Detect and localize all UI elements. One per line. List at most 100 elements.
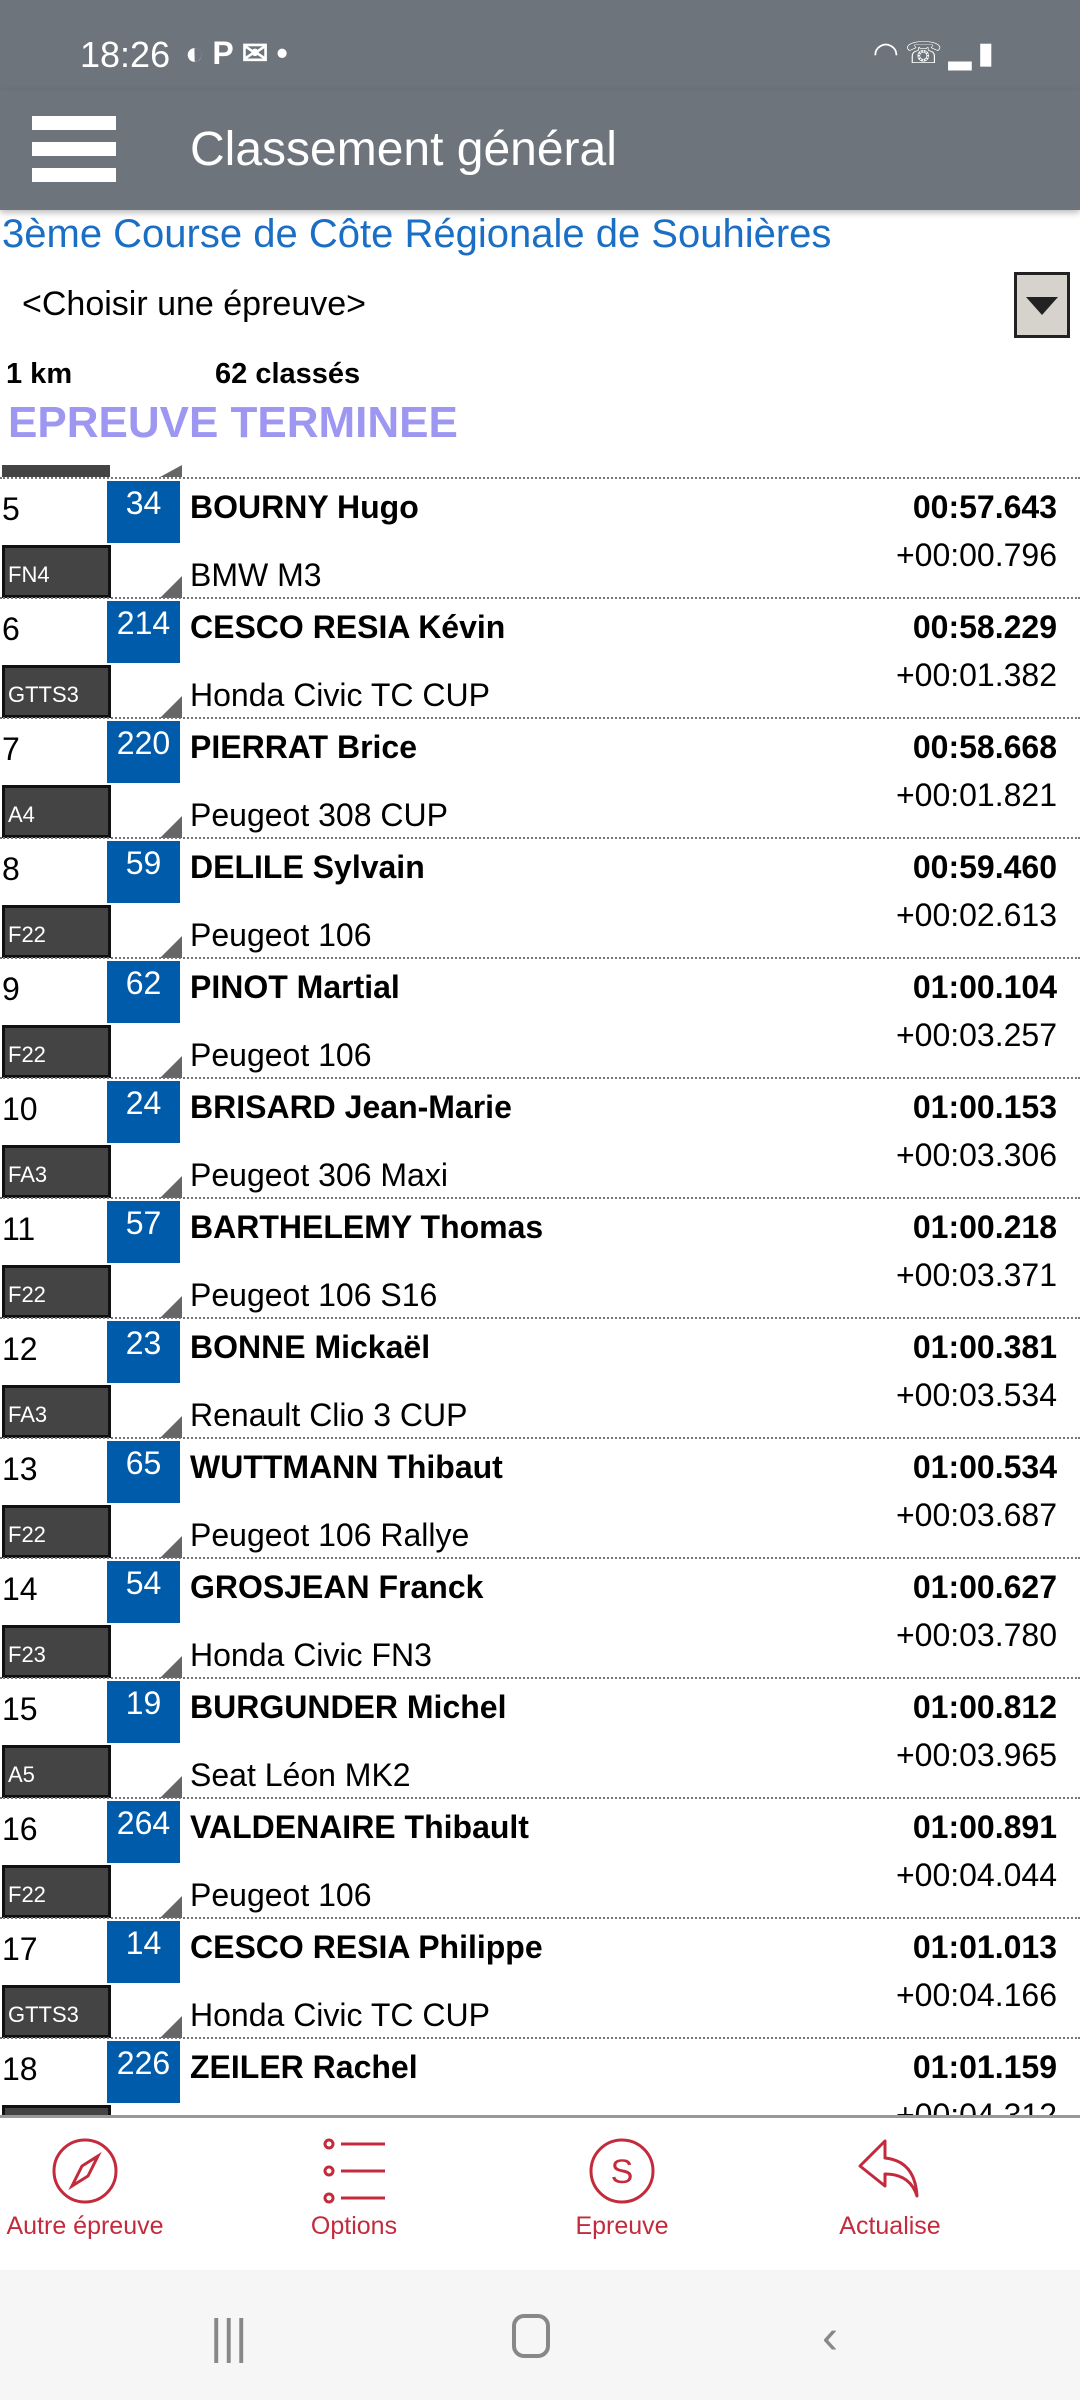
corner-triangle-icon: [160, 1056, 182, 1078]
position: 17: [2, 1931, 38, 1967]
position: 13: [2, 1451, 38, 1487]
bib-number: 226: [107, 2041, 180, 2103]
result-row[interactable]: 14 54 F23 GROSJEAN Franck Honda Civic FN3 01:…: [0, 1557, 1080, 1678]
bib-number: 19: [107, 1681, 180, 1743]
category-badge: F23: [2, 1625, 111, 1678]
car-model: Peugeot 106: [190, 1037, 372, 1073]
time-gap: +00:04.044: [895, 1857, 1057, 1893]
app-bar: Classement général: [0, 90, 1080, 210]
system-nav-bar: ||| ‹: [0, 2270, 1080, 2400]
car-model: Honda Civic FN3: [190, 1637, 432, 1673]
toolbar-label: Epreuve: [575, 2212, 669, 2240]
bib-number: 24: [107, 1081, 180, 1143]
corner-triangle-icon: [160, 936, 182, 958]
stage-select[interactable]: <Choisir une épreuve>: [22, 285, 367, 323]
position: 14: [2, 1571, 38, 1607]
car-model: Peugeot 306 Maxi: [190, 1157, 448, 1193]
car-model: Peugeot 106: [190, 1877, 372, 1913]
time-gap: +00:04.166: [895, 1977, 1057, 2013]
result-row[interactable]: 18226A6ZEILER RachelRenault Clio01:01.15…: [0, 2037, 1080, 2117]
list-icon: [323, 2138, 385, 2204]
time-gap: +00:03.965: [895, 1737, 1057, 1773]
category-badge: A6: [2, 2105, 111, 2117]
category-badge: A5: [2, 1745, 111, 1798]
time: 01:00.534: [912, 1449, 1057, 1485]
reply-arrow-icon: [858, 2139, 919, 2198]
time: 01:00.627: [912, 1569, 1057, 1605]
result-row[interactable]: 16 264 F22 VALDENAIRE Thibault Peugeot 106 01…: [0, 1797, 1080, 1918]
position: 18: [2, 2051, 38, 2087]
car-model: Renault Clio 3 CUP: [190, 1397, 468, 1433]
distance: 1 km: [6, 358, 73, 390]
result-row[interactable]: 6 214 GTTS3 CESCO RESIA Kévin Honda Civic TC…: [0, 597, 1080, 718]
position: 9: [2, 971, 20, 1007]
bib-number: 220: [107, 721, 180, 783]
time-gap: +00:03.371: [895, 1257, 1057, 1293]
time-gap: +00:00.796: [895, 537, 1057, 573]
driver-name: BARTHELEMY Thomas: [190, 1209, 544, 1245]
time-gap: +00:04.312: [895, 2097, 1057, 2117]
position: 8: [2, 851, 20, 887]
result-row[interactable]: 7 220 A4 PIERRAT Brice Peugeot 308 CUP 00:58.…: [0, 717, 1080, 838]
result-row[interactable]: 8 59 F22 DELILE Sylvain Peugeot 106 00:59.460…: [0, 837, 1080, 958]
category-badge: A4: [2, 785, 111, 838]
options-button[interactable]: Options: [254, 2136, 454, 2241]
result-row[interactable]: 13 65 F22 WUTTMANN Thibaut Peugeot 106 Rally…: [0, 1437, 1080, 1558]
result-row[interactable]: 10 24 FA3 BRISARD Jean-Marie Peugeot 306 Max…: [0, 1077, 1080, 1198]
dropdown-arrow-button[interactable]: [1014, 272, 1070, 338]
category-badge: GTTS3: [2, 665, 111, 718]
category-badge: FN4: [2, 545, 111, 598]
driver-name: DELILE Sylvain: [190, 849, 425, 885]
result-row[interactable]: 11 57 F22 BARTHELEMY Thomas Peugeot 106 S16 0…: [0, 1197, 1080, 1318]
result-row[interactable]: 9 62 F22 PINOT Martial Peugeot 106 01:00.104 +…: [0, 957, 1080, 1078]
results-list[interactable]: 5 34 FN4 BOURNY Hugo BMW M3 00:57.643 +00:00.7…: [0, 465, 1080, 2117]
corner-triangle-icon: [160, 1896, 182, 1918]
driver-name: ZEILER Rachel: [190, 2049, 418, 2085]
car-model: Peugeot 106: [190, 917, 372, 953]
stage-button[interactable]: S Epreuve: [522, 2136, 722, 2241]
time-gap: +00:02.613: [895, 897, 1057, 933]
driver-name: BRISARD Jean-Marie: [190, 1089, 512, 1125]
category-badge: FA3: [2, 1145, 111, 1198]
bib-number: 54: [107, 1561, 180, 1623]
time-gap: +00:01.382: [895, 657, 1057, 693]
corner-triangle-icon: [160, 1776, 182, 1798]
refresh-button[interactable]: Actualise: [790, 2136, 990, 2241]
position: 10: [2, 1091, 38, 1127]
time: 00:58.668: [912, 729, 1057, 765]
bib-number: 34: [107, 481, 180, 543]
bib-number: 14: [107, 1921, 180, 1983]
corner-triangle-icon: [160, 1176, 182, 1198]
result-row[interactable]: 12 23 FA3 BONNE Mickaël Renault Clio 3 CUP 01…: [0, 1317, 1080, 1438]
back-icon[interactable]: ‹: [822, 2311, 838, 2364]
hamburger-icon[interactable]: [32, 116, 116, 182]
time-gap: +00:03.257: [895, 1017, 1057, 1053]
time: 01:00.153: [912, 1089, 1057, 1125]
bib-number: 62: [107, 961, 180, 1023]
category-badge: FA3: [2, 1385, 111, 1438]
other-stage-button[interactable]: Autre épreuve: [0, 2136, 185, 2241]
car-model: Seat Léon MK2: [190, 1757, 411, 1793]
corner-triangle-icon: [160, 2016, 182, 2038]
position: 11: [2, 1211, 36, 1247]
classified-count: 62 classés: [215, 358, 361, 390]
category-badge: F22: [2, 1865, 111, 1918]
notification-icons: ◐P✉•: [185, 35, 296, 71]
time: 01:00.381: [912, 1329, 1057, 1365]
car-model: Honda Civic TC CUP: [190, 1997, 490, 2033]
status-time: 18:26: [80, 34, 171, 75]
car-model: Peugeot 106 S16: [190, 1277, 438, 1313]
position: 16: [2, 1811, 38, 1847]
result-row[interactable]: 15 19 A5 BURGUNDER Michel Seat Léon MK2 01:00…: [0, 1677, 1080, 1798]
driver-name: WUTTMANN Thibaut: [190, 1449, 503, 1485]
status-bar: 18:26 ◐P✉• ◠☏▂▮: [0, 0, 1080, 90]
corner-triangle-icon: [160, 1296, 182, 1318]
result-row[interactable]: 5 34 FN4 BOURNY Hugo BMW M3 00:57.643 +00:00.7…: [0, 477, 1080, 598]
time-gap: +00:03.687: [895, 1497, 1057, 1533]
bib-number: 214: [107, 601, 180, 663]
result-row[interactable]: 17 14 GTTS3 CESCO RESIA Philippe Honda Civic…: [0, 1917, 1080, 2038]
time-gap: +00:01.821: [895, 777, 1057, 813]
recent-apps-icon[interactable]: |||: [210, 2311, 248, 2364]
driver-name: BONNE Mickaël: [190, 1329, 431, 1365]
home-icon[interactable]: [512, 2314, 550, 2358]
